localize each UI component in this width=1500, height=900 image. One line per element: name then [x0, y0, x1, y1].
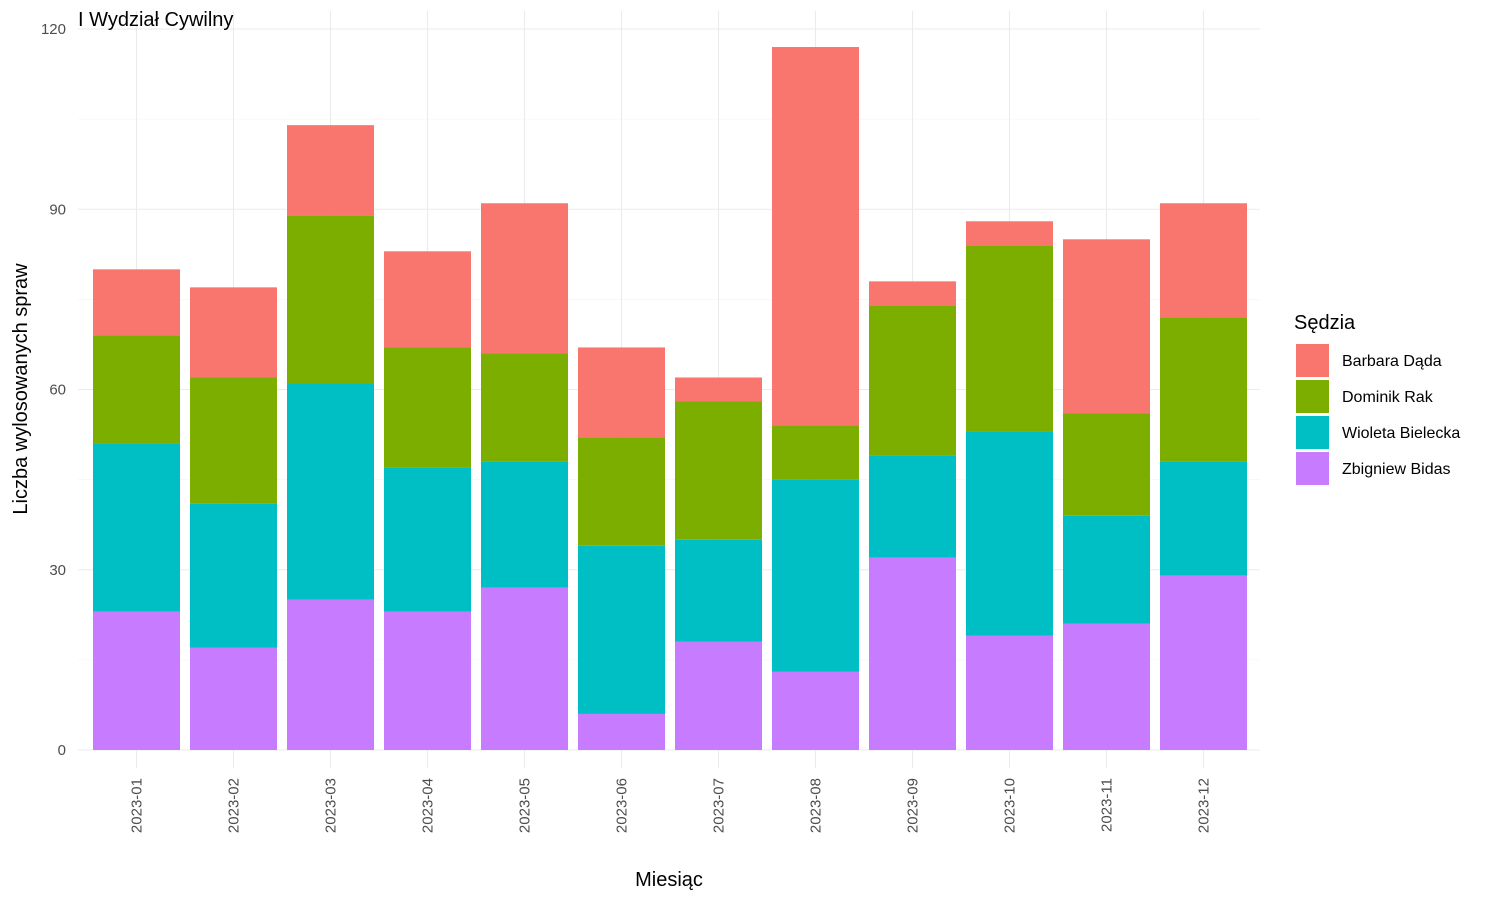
- bar-segment: [287, 215, 374, 384]
- y-tick-label: 90: [49, 201, 66, 218]
- legend-label: Zbigniew Bidas: [1342, 461, 1451, 478]
- bar-segment: [93, 269, 180, 336]
- bar-segment: [481, 353, 568, 462]
- bar-segment: [772, 671, 859, 750]
- bars: [93, 47, 1247, 750]
- bar-segment: [772, 479, 859, 672]
- bar-segment: [287, 599, 374, 750]
- legend-label: Barbara Dąda: [1342, 353, 1442, 370]
- bar-segment: [772, 47, 859, 426]
- legend-key: [1296, 416, 1329, 449]
- bar-segment: [675, 641, 762, 750]
- x-tick-label: 2023-10: [1002, 778, 1019, 833]
- y-tick-label: 0: [58, 742, 66, 759]
- bar-segment: [1063, 623, 1150, 750]
- y-axis-ticks: 0 30 60 90 120: [41, 21, 66, 759]
- x-tick-label: 2023-01: [129, 778, 146, 833]
- bar-segment: [93, 611, 180, 750]
- legend-title: Sędzia: [1294, 312, 1356, 334]
- bar-segment: [287, 125, 374, 216]
- bar-segment: [1160, 203, 1247, 318]
- x-tick-label: 2023-12: [1196, 778, 1213, 833]
- bar-segment: [1160, 461, 1247, 576]
- bar-segment: [675, 401, 762, 540]
- x-tick-label: 2023-02: [226, 778, 243, 833]
- bar-segment: [578, 347, 665, 438]
- bar-segment: [384, 611, 471, 750]
- bar-segment: [966, 431, 1053, 636]
- bar-segment: [966, 245, 1053, 432]
- x-tick-label: 2023-08: [808, 778, 825, 833]
- chart-title: I Wydział Cywilny: [78, 9, 233, 31]
- bar-segment: [1063, 239, 1150, 414]
- bar-segment: [287, 383, 374, 600]
- bar-segment: [190, 503, 277, 648]
- bar-segment: [481, 203, 568, 354]
- x-axis-ticks: 2023-01 2023-02 2023-03 2023-04 2023-05 2023-…: [129, 778, 1213, 833]
- bar-segment: [384, 251, 471, 348]
- x-tick-label: 2023-07: [711, 778, 728, 833]
- bar-segment: [190, 287, 277, 378]
- bar-segment: [675, 377, 762, 402]
- bar-segment: [481, 461, 568, 588]
- bar-segment: [384, 467, 471, 612]
- bar-segment: [966, 221, 1053, 246]
- bar-segment: [772, 425, 859, 480]
- legend: Sędzia Barbara Dąda Dominik Rak Wioleta Bi…: [1294, 312, 1460, 485]
- bar-segment: [1160, 575, 1247, 750]
- bar-segment: [93, 443, 180, 612]
- bar-segment: [869, 455, 956, 558]
- y-axis-title: Liczba wylosowanych spraw: [10, 263, 32, 515]
- bar-segment: [675, 539, 762, 642]
- legend-key: [1296, 344, 1329, 377]
- bar-segment: [578, 545, 665, 714]
- bar-segment: [869, 557, 956, 750]
- x-tick-label: 2023-04: [420, 778, 437, 833]
- legend-label: Wioleta Bielecka: [1342, 425, 1460, 442]
- bar-segment: [869, 281, 956, 306]
- x-axis-title: Miesiąc: [635, 869, 703, 891]
- bar-segment: [1063, 515, 1150, 624]
- x-tick-label: 2023-06: [614, 778, 631, 833]
- y-tick-label: 120: [41, 21, 66, 38]
- bar-segment: [93, 335, 180, 444]
- bar-segment: [578, 713, 665, 750]
- legend-key: [1296, 380, 1329, 413]
- x-tick-label: 2023-05: [517, 778, 534, 833]
- y-tick-label: 30: [49, 562, 66, 579]
- bar-segment: [1063, 413, 1150, 516]
- bar-segment: [190, 377, 277, 504]
- legend-key: [1296, 452, 1329, 485]
- bar-segment: [481, 587, 568, 750]
- bar-segment: [384, 347, 471, 468]
- legend-label: Dominik Rak: [1342, 389, 1434, 406]
- x-tick-label: 2023-09: [905, 778, 922, 833]
- y-tick-label: 60: [49, 382, 66, 399]
- x-tick-label: 2023-03: [323, 778, 340, 833]
- x-tick-label: 2023-11: [1099, 778, 1116, 832]
- bar-segment: [578, 437, 665, 546]
- bar-segment: [190, 647, 277, 750]
- bar-segment: [1160, 317, 1247, 462]
- bar-segment: [869, 305, 956, 456]
- bar-segment: [966, 635, 1053, 750]
